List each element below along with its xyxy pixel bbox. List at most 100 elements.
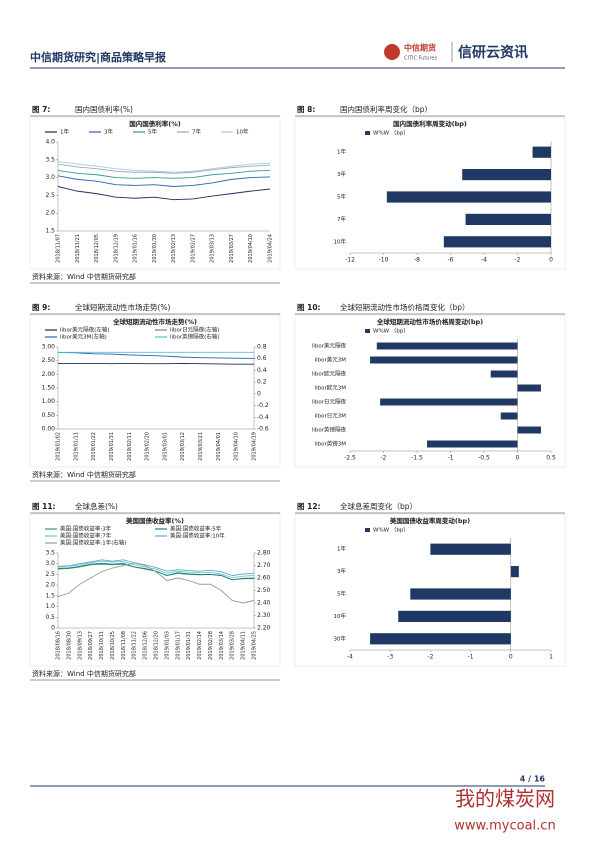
x-tick-label: 2019/03/27 [229,234,235,263]
legend-label: 3年 [104,128,113,136]
x-tick-label: 2019/02/20 [145,432,151,461]
legend-label: 5年 [148,128,157,136]
x-tick-label: -3 [387,654,393,661]
x-tick-label: 2018/08/16 [56,631,62,660]
y-tick-label: 0.00 [42,426,56,433]
x-tick-label: 2018/11/21 [75,234,81,263]
series-line [58,161,270,173]
y-tick-label: 1.5 [45,228,55,235]
y2-tick-label: 0.8 [257,344,267,351]
x-tick-label: 2019/01/30 [152,234,158,263]
y2-tick-label: 0.6 [257,355,267,362]
y2-tick-label: 0.4 [257,367,267,374]
category-label: libor欧元3M [315,384,347,392]
legend-swatch [365,131,370,135]
legend-label: libor英镑隔夜(右轴) [170,333,219,341]
y-tick-label: 1.50 [42,385,56,392]
legend-label: libor美元3M(左轴) [60,333,107,341]
y-tick-label: 0.5 [45,614,55,621]
x-tick-label: 0 [516,455,520,462]
y2-tick-label: 2.60 [257,575,271,582]
x-tick-label: 2018/12/06 [143,631,149,660]
x-tick-label: 2018/10/11 [99,631,105,660]
category-label: 10年 [334,237,347,245]
y-tick-label: 2.00 [42,371,56,378]
x-tick-label: 2019/04/10 [234,432,240,461]
x-tick-label: 2019/04/25 [252,631,258,660]
y-tick-label: 2.50 [42,357,56,364]
chart-frame [294,513,566,667]
x-tick-label: 2019/04/01 [216,432,222,461]
y-tick-label: 2.0 [45,582,55,589]
x-tick-label: 2019/03/01 [162,432,168,461]
x-tick-label: 2019/04/24 [268,234,274,263]
bar [376,342,518,350]
x-tick-label: -4 [481,257,487,264]
x-tick-label: 0 [549,257,553,264]
y2-tick-label: -0.2 [257,402,269,409]
category-label: 1年 [337,148,346,156]
y2-tick-label: 2.70 [257,562,271,569]
y-tick-label: 3.5 [45,550,55,557]
y2-tick-label: 2.30 [257,612,271,619]
x-tick-label: 2019/03/28 [230,631,236,660]
series-line [58,352,254,359]
page-number: 4 / 16 [520,775,546,784]
legend-swatch [365,329,370,333]
y-tick-label: 2.5 [45,192,55,199]
figure-label: 图 12: [297,502,321,511]
x-tick-label: 2019/02/14 [197,631,203,660]
x-tick-label: 2018/12/20 [154,631,160,660]
category-label: 1年 [337,545,346,553]
header-title: 中信期货研究|商品策略早报 [30,50,167,64]
legend-label: libor日元隔夜(左轴) [170,326,219,334]
bar [465,213,551,225]
figure-label: 图 9: [32,303,50,312]
logo-icon [384,44,400,60]
legend-swatch [365,528,370,532]
y-tick-label: 3.0 [45,560,55,567]
x-tick-label: 2019/01/31 [109,432,115,461]
x-tick-label: 2018/08/30 [66,631,72,660]
category-label: libor日元隔夜 [312,398,347,406]
category-label: libor欧元隔夜 [312,370,347,378]
chart-frame [294,314,566,468]
y-tick-label: 1.5 [45,592,55,599]
legend-label: libor美元隔夜(左轴) [60,326,109,334]
y-tick-label: 2.5 [45,571,55,578]
x-tick-label: 2019/03/14 [219,631,225,660]
bar [410,588,511,600]
x-tick-label: -4 [347,654,353,661]
x-tick-label: 0.5 [546,455,556,462]
chart-title: 国内国债利率(%) [129,119,180,128]
y2-tick-label: -0.6 [257,426,269,433]
category-label: 30年 [334,634,347,642]
x-tick-label: 2018/11/22 [132,631,138,660]
legend-label: 10年 [236,128,249,136]
figure-caption: 全球息差(%) [75,501,118,511]
figure-caption: 国内国债利率(%) [75,104,133,114]
figure-caption: 全球息差周变化（bp） [340,501,417,511]
y-tick-label: 4.0 [45,139,55,146]
bar [517,384,541,392]
bar [462,169,551,181]
x-tick-label: 2018/12/05 [94,234,100,263]
x-tick-label: 2019/01/16 [133,234,139,263]
figure-caption: 全球短期流动性市场走势(%) [75,302,171,312]
legend-label: 美国:国债收益率:5年 [170,525,222,533]
x-tick-label: -1 [468,654,474,661]
x-tick-label: -1 [448,455,454,462]
x-tick-label: 2018/11/07 [56,234,62,263]
legend-label: W%W （bp） [373,130,409,137]
bar [490,370,518,378]
x-tick-label: 2018/10/25 [110,631,116,660]
figure-label: 图 7: [32,105,50,114]
y-tick-label: 3.5 [45,156,55,163]
bar [500,412,518,420]
chart-frame [294,116,566,270]
series-line [58,562,254,604]
bar [370,633,511,645]
category-label: libor美元隔夜 [312,342,347,350]
y-tick-label: 1.0 [45,603,55,610]
